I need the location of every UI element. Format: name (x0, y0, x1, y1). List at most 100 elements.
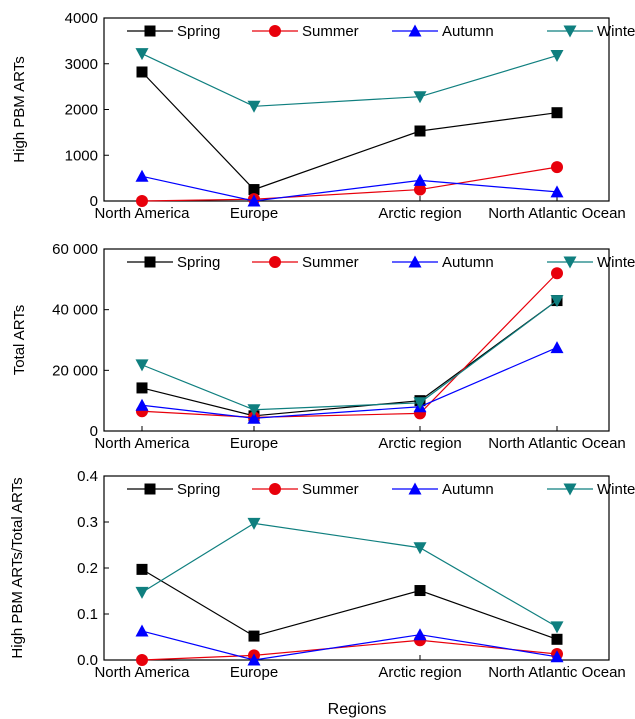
legend: Spring Summer Autumn Winter (127, 481, 635, 498)
x-tick-label: North America (94, 205, 190, 222)
data-point (135, 624, 149, 637)
legend-label: Summer (302, 23, 359, 40)
legend-marker (563, 25, 577, 38)
data-point (247, 411, 261, 424)
data-point (414, 183, 426, 196)
data-point (550, 185, 564, 198)
legend-marker (144, 25, 156, 37)
data-point (247, 404, 261, 417)
series-line (141, 300, 558, 417)
series-line (141, 53, 558, 107)
legend-marker (269, 25, 281, 37)
legend: Spring Summer Autumn Winter (127, 23, 635, 40)
series-line (141, 568, 558, 640)
legend-label: Autumn (442, 254, 494, 271)
data-point (413, 542, 427, 555)
data-point (135, 359, 149, 372)
data-point (550, 621, 564, 634)
data-point (135, 586, 149, 599)
chart-panel-3: 0.0 0.1 0.2 0.3 0.4 North America Europe Arctic… (9, 468, 635, 681)
data-point (136, 195, 148, 207)
x-tick-label: Arctic region (378, 664, 461, 681)
y-axis-title: High PBM ARTs/Total ARTs (9, 477, 26, 658)
legend-label: Winter (597, 254, 635, 271)
y-tick-label: 0.1 (77, 606, 98, 623)
x-tick-label: Europe (230, 435, 278, 452)
y-tick-label: 3000 (65, 56, 98, 73)
series-autumn (135, 624, 564, 666)
y-tick-label: 0 (90, 193, 98, 210)
plot-frame (103, 17, 610, 202)
x-tick-label: North Atlantic Ocean (488, 435, 626, 452)
data-point (135, 398, 149, 411)
series-line (141, 639, 558, 661)
legend-marker (408, 482, 422, 495)
data-point (247, 653, 261, 666)
data-point (248, 184, 260, 196)
y-axis-title: Total ARTs (11, 305, 28, 376)
data-point (413, 173, 427, 186)
legend-marker (408, 24, 422, 37)
data-point (247, 517, 261, 530)
series-line (141, 71, 558, 191)
series-summer (136, 634, 563, 666)
y-axis-title: High PBM ARTs (11, 56, 28, 162)
legend-label: Spring (177, 254, 220, 271)
series-winter (135, 295, 564, 417)
x-tick-label: North America (94, 664, 190, 681)
y-tick-label: 0.3 (77, 514, 98, 531)
data-point (414, 125, 426, 137)
data-point (550, 341, 564, 354)
x-axis-title: Regions (328, 701, 387, 718)
data-point (413, 397, 427, 410)
legend-label: Winter (597, 23, 635, 40)
y-tick-label: 60 000 (52, 241, 98, 258)
series-line (141, 522, 558, 628)
data-point (551, 633, 563, 645)
legend-label: Summer (302, 481, 359, 498)
series-summer (136, 161, 563, 207)
x-tick-label: Arctic region (378, 205, 461, 222)
series-spring (136, 563, 563, 645)
series-spring (136, 66, 563, 196)
data-point (413, 91, 427, 104)
plot-frame (103, 248, 610, 432)
series-spring (136, 295, 563, 422)
legend-label: Autumn (442, 481, 494, 498)
x-tick-label: Europe (230, 205, 278, 222)
data-point (550, 650, 564, 663)
data-point (136, 382, 148, 394)
x-tick-label: North Atlantic Ocean (488, 664, 626, 681)
legend: Spring Summer Autumn Winter (127, 254, 635, 271)
data-point (136, 563, 148, 575)
data-point (550, 50, 564, 63)
legend-marker (563, 483, 577, 496)
data-point (551, 107, 563, 119)
y-tick-label: 20 000 (52, 362, 98, 379)
data-point (247, 100, 261, 113)
series-line (141, 300, 558, 411)
legend-marker (144, 483, 156, 495)
data-point (550, 295, 564, 308)
series-line (141, 630, 558, 661)
data-point (248, 630, 260, 642)
x-tick-label: Arctic region (378, 435, 461, 452)
legend-marker (144, 256, 156, 268)
x-tick-label: Europe (230, 664, 278, 681)
data-point (135, 48, 149, 61)
data-point (136, 654, 148, 666)
data-point (551, 267, 563, 280)
series-line (141, 166, 558, 202)
data-point (136, 66, 148, 78)
series-line (141, 175, 558, 202)
legend-label: Spring (177, 481, 220, 498)
legend-label: Spring (177, 23, 220, 40)
series-autumn (135, 341, 564, 424)
series-autumn (135, 169, 564, 207)
data-point (413, 628, 427, 641)
plot-frame (103, 475, 610, 661)
data-point (414, 585, 426, 597)
x-tick-label: North Atlantic Ocean (488, 205, 626, 222)
y-tick-label: 40 000 (52, 302, 98, 319)
